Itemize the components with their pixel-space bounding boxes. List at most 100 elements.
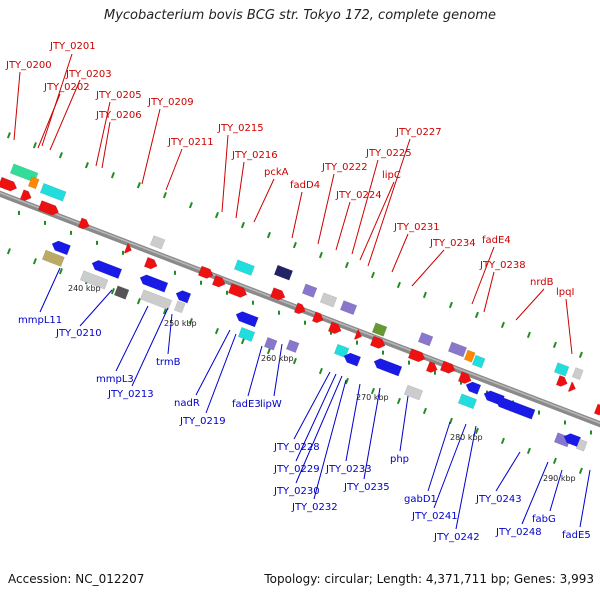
gene-label[interactable]: lpqI <box>556 287 574 298</box>
gene-label[interactable]: trmB <box>156 357 181 368</box>
gene-block[interactable] <box>41 249 65 267</box>
forward-gene-arrow[interactable] <box>425 361 439 374</box>
forward-gene-arrow[interactable] <box>123 243 133 255</box>
gene-label[interactable]: JTY_0231 <box>393 222 440 233</box>
gene-label[interactable]: pckA <box>264 167 289 178</box>
forward-gene-arrow[interactable] <box>369 335 387 350</box>
gene-label[interactable]: lipW <box>260 399 282 410</box>
gene-block[interactable] <box>27 176 40 190</box>
gene-label[interactable]: JTY_0227 <box>395 127 442 138</box>
gene-label[interactable]: JTY_0243 <box>475 494 522 505</box>
gene-label[interactable]: nadR <box>174 398 200 409</box>
forward-gene-arrow[interactable] <box>457 371 473 386</box>
gene-block[interactable] <box>149 235 166 250</box>
forward-gene-arrow[interactable] <box>197 265 215 280</box>
gene-label[interactable]: fadD4 <box>290 180 320 191</box>
gene-block[interactable] <box>417 332 434 347</box>
gene-label[interactable]: JTY_0209 <box>147 97 194 108</box>
gene-label[interactable]: JTY_0215 <box>217 123 264 134</box>
gene-label[interactable]: JTY_0248 <box>495 527 542 538</box>
gene-block[interactable] <box>263 336 278 351</box>
gene-label[interactable]: mmpL3 <box>96 374 134 385</box>
gene-label[interactable]: JTY_0219 <box>179 416 226 427</box>
gene-label[interactable]: JTY_0242 <box>433 532 480 543</box>
reverse-gene-arrow[interactable] <box>138 273 169 293</box>
forward-gene-arrow[interactable] <box>0 176 19 193</box>
forward-gene-arrow[interactable] <box>593 403 600 417</box>
reverse-gene-arrow[interactable] <box>174 289 192 304</box>
gene-label[interactable]: fadE4 <box>482 235 511 246</box>
gene-label[interactable]: JTY_0229 <box>273 464 320 475</box>
gene-label[interactable]: nrdB <box>530 277 554 288</box>
forward-gene-arrow[interactable] <box>269 287 287 302</box>
forward-gene-arrow[interactable] <box>327 321 343 336</box>
gene-label[interactable]: JTY_0232 <box>291 502 338 513</box>
forward-gene-arrow[interactable] <box>19 189 33 203</box>
forward-gene-arrow[interactable] <box>143 256 159 271</box>
forward-gene-arrow[interactable] <box>567 381 577 393</box>
gene-block[interactable] <box>371 322 388 337</box>
gene-label[interactable]: JTY_0235 <box>343 482 390 493</box>
gene-label[interactable]: JTY_0213 <box>107 389 154 400</box>
gene-label[interactable]: JTY_0206 <box>95 110 142 121</box>
gene-block[interactable] <box>575 438 588 452</box>
reverse-gene-arrow[interactable] <box>372 357 403 377</box>
gene-block[interactable] <box>457 393 478 410</box>
gene-label[interactable]: mmpL11 <box>18 315 62 326</box>
gene-label[interactable]: JTY_0200 <box>5 60 52 71</box>
gene-label[interactable]: php <box>390 454 409 465</box>
gene-label[interactable]: JTY_0216 <box>231 150 278 161</box>
gene-label[interactable]: fabG <box>532 514 556 525</box>
gene-block[interactable] <box>553 362 570 377</box>
reverse-gene-arrow[interactable] <box>494 396 536 420</box>
gene-block[interactable] <box>273 264 294 281</box>
forward-gene-arrow[interactable] <box>293 302 307 316</box>
gene-label[interactable]: JTY_0205 <box>95 90 142 101</box>
gene-block[interactable] <box>571 367 584 381</box>
gene-label[interactable]: JTY_0233 <box>325 464 372 475</box>
gene-block[interactable] <box>471 354 486 369</box>
gene-block[interactable] <box>447 341 468 358</box>
forward-gene-arrow[interactable] <box>555 375 569 388</box>
forward-gene-arrow[interactable] <box>211 274 227 289</box>
gene-block[interactable] <box>339 300 358 316</box>
reverse-gene-arrow[interactable] <box>464 380 482 395</box>
gene-block[interactable] <box>39 182 67 202</box>
gene-label[interactable]: JTY_0225 <box>365 148 412 159</box>
gene-block[interactable] <box>237 326 256 342</box>
forward-gene-arrow[interactable] <box>439 360 457 375</box>
gene-block[interactable] <box>301 283 318 298</box>
gene-label[interactable]: JTY_0230 <box>273 486 320 497</box>
gene-label[interactable]: JTY_0202 <box>43 82 90 93</box>
gene-label[interactable]: JTY_0210 <box>55 328 102 339</box>
gene-label[interactable]: fadE5 <box>562 530 591 541</box>
gene-label[interactable]: JTY_0241 <box>411 511 458 522</box>
gene-label[interactable]: JTY_0211 <box>167 137 214 148</box>
gene-label[interactable]: JTY_0228 <box>273 442 320 453</box>
forward-gene-arrow[interactable] <box>227 283 248 299</box>
gene-block[interactable] <box>319 292 338 308</box>
gene-label[interactable]: JTY_0238 <box>479 260 526 271</box>
reverse-gene-arrow[interactable] <box>562 432 582 448</box>
gene-label[interactable]: gabD1 <box>404 494 437 505</box>
gene-label[interactable]: JTY_0222 <box>321 162 368 173</box>
gene-block[interactable] <box>285 339 300 353</box>
gene-block[interactable] <box>139 289 173 311</box>
gene-label[interactable]: lipC <box>382 170 401 181</box>
forward-gene-arrow[interactable] <box>353 329 363 341</box>
gene-block[interactable] <box>173 300 186 314</box>
gene-label[interactable]: fadE3 <box>232 399 261 410</box>
gene-block[interactable] <box>463 349 476 363</box>
forward-gene-arrow[interactable] <box>407 348 427 364</box>
reverse-gene-arrow[interactable] <box>90 258 123 279</box>
gene-label[interactable]: JTY_0203 <box>65 69 112 80</box>
gene-block[interactable] <box>233 259 255 276</box>
gene-block[interactable] <box>79 270 109 290</box>
reverse-gene-arrow[interactable] <box>50 239 71 256</box>
forward-gene-arrow[interactable] <box>77 217 91 231</box>
gene-label[interactable]: JTY_0224 <box>335 190 382 201</box>
reverse-gene-arrow[interactable] <box>342 351 362 367</box>
gene-block[interactable] <box>113 285 130 300</box>
forward-gene-arrow[interactable] <box>311 311 325 325</box>
gene-label[interactable]: JTY_0201 <box>49 41 96 52</box>
